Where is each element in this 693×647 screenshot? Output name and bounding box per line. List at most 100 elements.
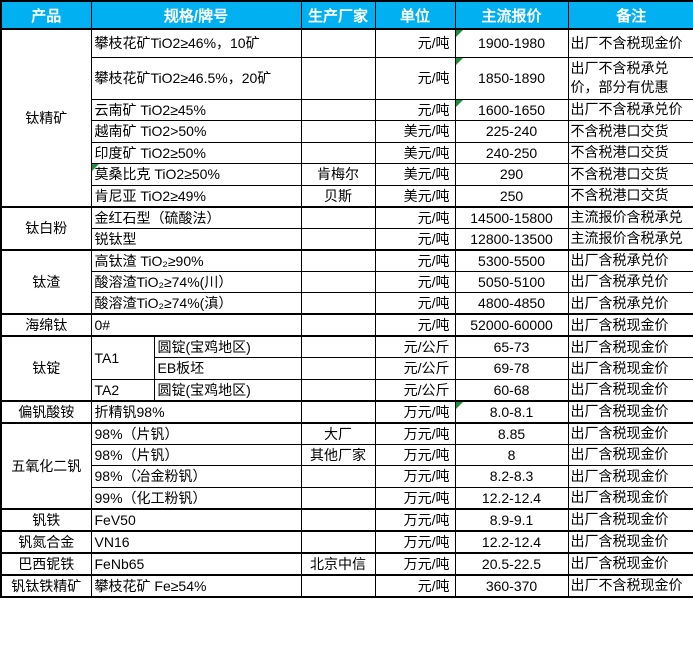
cell-price: 20.5-22.5 — [454, 551, 569, 575]
cell-maker: 肯梅尔 — [300, 163, 376, 186]
cell-note: 出厂不含税现金价 — [567, 573, 693, 598]
cell-maker — [300, 378, 376, 401]
cell-note: 出厂含税承兑价 — [567, 270, 693, 293]
cell-price: 240-250 — [454, 141, 569, 164]
cell-unit: 元/公斤 — [374, 335, 456, 358]
table-row: 钛白粉 金红石型（硫酸法） 元/吨 14500-15800 主流报价含税承兑 — [0, 205, 693, 250]
cell-spec: 酸溶渣TiO₂≥74%(滇） — [90, 292, 302, 315]
cell-spec: 攀枝花矿 Fe≥54% — [90, 573, 302, 598]
cell-unit: 元/吨 — [374, 28, 456, 58]
cell-maker — [300, 28, 376, 58]
cell-maker — [300, 270, 376, 293]
cell-unit: 万元/吨 — [374, 551, 456, 575]
cell-spec: 锐钛型 — [90, 227, 302, 250]
cell-note: 出厂含税现金价 — [567, 378, 693, 401]
cell-maker — [300, 335, 376, 358]
cell-note: 出厂不含税现金价 — [567, 28, 693, 58]
cell-price: 69-78 — [454, 357, 569, 380]
price-value: 1850-1890 — [478, 70, 545, 86]
table-row: 酸溶渣TiO₂≥74%(滇） 元/吨 4800-4850 出厂含税承兑价 — [1, 292, 693, 315]
cell-price: 360-370 — [454, 573, 569, 598]
cell-product: 钒铁 — [0, 507, 92, 531]
cell-note: 出厂含税现金价 — [567, 357, 693, 380]
cell-price: 12800-13500 — [454, 227, 569, 250]
spec-value: 莫桑比克 TiO2≥50% — [94, 166, 220, 183]
cell-note: 不含税港口交货 — [567, 184, 693, 207]
cell-maker — [300, 56, 376, 100]
cell-spec: 98%（片钒） — [90, 443, 302, 466]
cell-unit: 美元/吨 — [374, 163, 456, 186]
cell-note: 出厂不含税承兑价 — [567, 98, 693, 121]
cell-maker — [300, 120, 376, 143]
cell-maker — [300, 357, 376, 380]
table-row: 巴西铌铁 FeNb65 北京中信 万元/吨 20.5-22.5 出厂含税现金价 — [0, 551, 693, 575]
cell-unit: 元/吨 — [374, 270, 456, 293]
cell-spec: 云南矿 TiO2≥45% — [90, 98, 302, 121]
cell-maker — [300, 507, 376, 531]
cell-unit: 元/吨 — [374, 573, 456, 598]
col-header-product: 产品 — [0, 0, 92, 30]
cell-price: 65-73 — [454, 335, 569, 358]
cell-spec: FeNb65 — [90, 551, 302, 575]
cell-product: 钛渣 — [0, 248, 92, 315]
cell-maker — [300, 248, 376, 272]
cell-unit: 美元/吨 — [374, 141, 456, 164]
price-value: 1600-1650 — [478, 101, 545, 118]
cell-spec: 98%（冶金粉钒） — [90, 465, 302, 488]
cell-unit: 元/公斤 — [374, 378, 456, 401]
cell-product: 五氧化二钒 — [0, 421, 92, 509]
cell-note: 出厂不含税承兑价，部分有优惠 — [567, 56, 693, 100]
cell-note: 出厂含税现金价 — [567, 335, 693, 358]
cell-note: 出厂含税现金价 — [567, 529, 693, 553]
cell-spec: 0# — [90, 313, 302, 337]
cell-maker: 北京中信 — [300, 551, 376, 575]
cell-product: 钒钛铁精矿 — [0, 573, 92, 598]
cell-unit: 元/吨 — [374, 227, 456, 250]
cell-price: 290 — [454, 163, 569, 186]
cell-product: 海绵钛 — [0, 313, 92, 337]
cell-price: 1850-1890 — [454, 56, 569, 100]
cell-maker — [300, 486, 376, 509]
cell-product: 钒氮合金 — [0, 529, 92, 553]
cell-unit: 元/吨 — [374, 292, 456, 315]
cell-spec: 99%（化工粉钒） — [90, 486, 302, 509]
cell-unit: 万元/吨 — [374, 443, 456, 466]
cell-product: 钛精矿 — [0, 28, 92, 207]
table-row: TA2 圆锭(宝鸡地区) 元/公斤 60-68 出厂含税现金价 — [1, 378, 693, 401]
cell-price: 1600-1650 — [454, 98, 569, 121]
cell-unit: 万元/吨 — [374, 529, 456, 553]
cell-price: 225-240 — [454, 120, 569, 143]
cell-note: 出厂含税现金价 — [567, 465, 693, 488]
cell-price: 5050-5100 — [454, 270, 569, 293]
cell-maker — [300, 529, 376, 553]
cell-product: 钛白粉 — [0, 205, 92, 250]
cell-price: 8.85 — [454, 421, 569, 445]
col-header-note: 备注 — [567, 0, 693, 30]
table-row: 钛精矿 攀枝花矿TiO2≥46%，10矿 元/吨 1900-1980 出厂不含税… — [0, 28, 693, 207]
cell-unit: 元/吨 — [374, 56, 456, 100]
cell-maker — [300, 227, 376, 250]
table-row: 锐钛型 元/吨 12800-13500 主流报价含税承兑 — [1, 227, 693, 250]
cell-maker — [300, 141, 376, 164]
cell-note: 出厂含税现金价 — [567, 399, 693, 423]
cell-note: 出厂含税现金价 — [567, 551, 693, 575]
green-flag-icon — [92, 164, 99, 171]
cell-note: 不含税港口交货 — [567, 141, 693, 164]
cell-grade: TA2 — [90, 378, 155, 401]
col-header-manufacturer: 生产厂家 — [300, 0, 376, 30]
table-row: 钒铁 FeV50 万元/吨 8.9-9.1 出厂含税现金价 — [0, 507, 693, 531]
col-header-unit: 单位 — [374, 0, 456, 30]
cell-note: 出厂含税现金价 — [567, 443, 693, 466]
cell-spec: 圆锭(宝鸡地区) — [153, 335, 302, 358]
table-row: 99%（化工粉钒） 万元/吨 12.2-12.4 出厂含税现金价 — [1, 486, 693, 509]
cell-unit: 万元/吨 — [374, 465, 456, 488]
cell-price: 5300-5500 — [454, 248, 569, 272]
cell-note: 出厂含税承兑价 — [567, 292, 693, 315]
cell-price: 8 — [454, 443, 569, 466]
table-row: 莫桑比克 TiO2≥50% 肯梅尔 美元/吨 290 不含税港口交货 — [1, 163, 693, 186]
table-row: 五氧化二钒 98%（片钒） 大厂 万元/吨 8.85 出厂含税现金价 — [0, 421, 693, 509]
table-row: 云南矿 TiO2≥45% 元/吨 1600-1650 出厂不含税承兑价 — [1, 98, 693, 121]
cell-spec: FeV50 — [90, 507, 302, 531]
cell-note: 主流报价含税承兑 — [567, 205, 693, 229]
